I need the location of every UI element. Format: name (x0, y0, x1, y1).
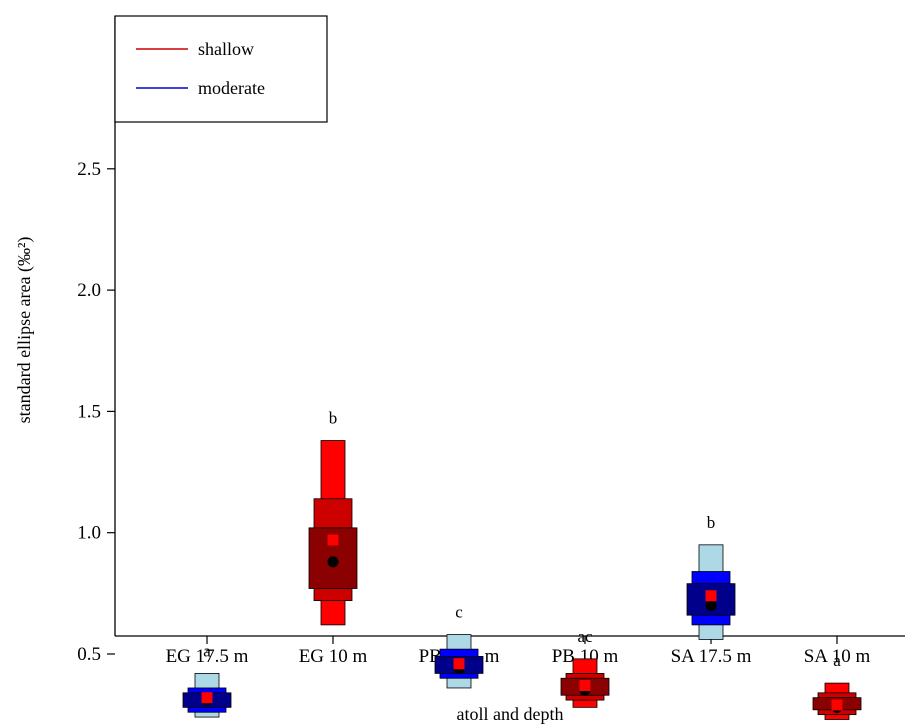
seac-point (579, 680, 591, 692)
legend-label-moderate: moderate (198, 78, 265, 98)
significance-letter: c (455, 603, 463, 622)
boxes (182, 440, 862, 720)
x-ticks: EG 17.5 mEG 10 mPB 17.5 mPB 10 mSA 17.5 … (166, 636, 871, 667)
x-tick-label: EG 17.5 m (166, 646, 249, 667)
x-tick-label: EG 10 m (299, 646, 368, 667)
y-tick-label: 2.0 (77, 280, 101, 301)
x-tick-label: SA 10 m (804, 646, 871, 667)
seac-point (327, 534, 339, 546)
x-tick-label: PB 10 m (552, 646, 619, 667)
y-tick-label: 1.0 (77, 523, 101, 544)
significance-letter: ac (577, 627, 593, 646)
y-tick-label: 2.5 (77, 159, 101, 180)
mode-point (705, 599, 717, 611)
legend: shallow moderate (114, 15, 328, 123)
significance-letter: a (833, 651, 841, 670)
y-ticks: 0.5 1.0 1.5 2.0 2.5 (77, 159, 115, 665)
y-tick-label: 1.5 (77, 401, 101, 422)
significance-letter: b (329, 409, 338, 428)
seac-point (201, 692, 213, 704)
significance-letters: a b c ac b a (203, 409, 841, 671)
seac-point (831, 699, 843, 711)
y-axis-title: standard ellipse area (‰²) (14, 237, 35, 424)
y-tick-label: 0.5 (77, 644, 101, 665)
seac-point (453, 658, 465, 670)
x-tick-label: SA 17.5 m (671, 646, 752, 667)
mode-point (327, 556, 339, 568)
legend-box (114, 15, 328, 123)
x-axis-title: atoll and depth (457, 704, 564, 724)
seac-point (705, 590, 717, 602)
significance-letter: b (707, 513, 716, 532)
legend-label-shallow: shallow (198, 39, 254, 59)
significance-letter: a (203, 641, 211, 660)
